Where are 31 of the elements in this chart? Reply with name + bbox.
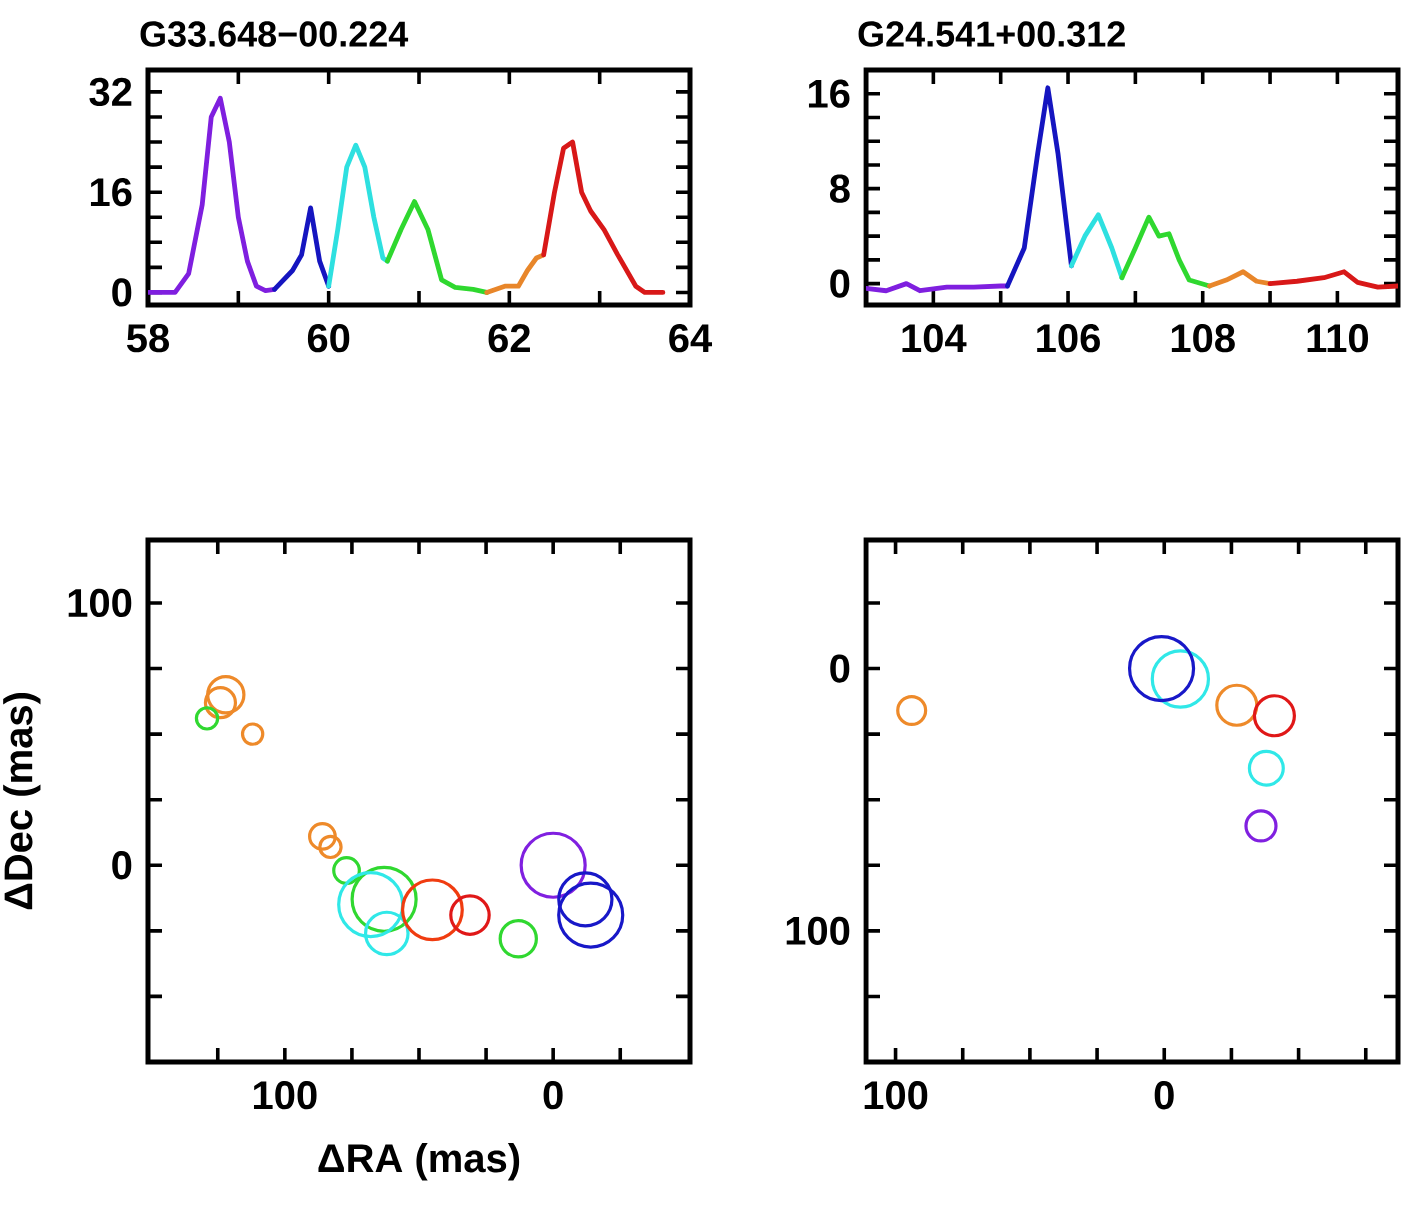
y-tick-label: 0 (112, 278, 132, 307)
x-tick-label: 0 (1154, 1081, 1174, 1110)
y-tick-label: 8 (829, 174, 850, 203)
line-series (541, 139, 666, 295)
x-tick-label: 60 (307, 324, 350, 353)
line-series (484, 252, 547, 295)
chart-title: G33.648−00.224 (140, 21, 409, 47)
line-series (1267, 269, 1399, 290)
chart-title: G24.541+00.312 (858, 21, 1125, 47)
x-tick-label: 104 (902, 324, 967, 353)
x-tick-label: 0 (543, 1081, 563, 1110)
y-tick-label: 100 (786, 916, 850, 945)
x-tick-label: 100 (864, 1081, 928, 1110)
x-tick-label: 100 (253, 1081, 317, 1110)
y-tick-label: 0 (830, 269, 850, 298)
y-tick-label: 16 (90, 178, 132, 207)
x-tick-label: 108 (1171, 324, 1235, 353)
y-tick-label: 0 (830, 654, 850, 683)
x-tick-label: 62 (488, 324, 530, 353)
x-tick-label: 110 (1307, 324, 1369, 353)
x-tick-label: 58 (126, 324, 170, 353)
y-axis-title: ΔDec (mas) (3, 693, 41, 910)
x-tick-label: 64 (669, 324, 713, 353)
x-axis-title: ΔRA (mas) (318, 1143, 520, 1181)
line-series (1005, 85, 1074, 289)
y-tick-label: 0 (112, 851, 132, 880)
y-tick-label: 32 (89, 77, 132, 107)
y-tick-label: 16 (808, 79, 850, 108)
line-series (1119, 214, 1212, 289)
x-tick-label: 106 (1037, 324, 1100, 353)
y-tick-label: 100 (68, 588, 132, 618)
